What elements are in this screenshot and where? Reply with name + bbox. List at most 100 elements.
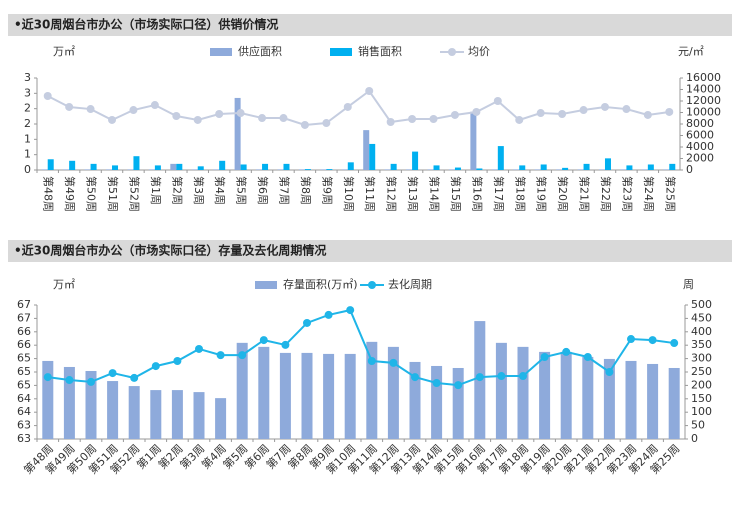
bar	[625, 360, 637, 439]
y2-tick-label: 400	[691, 325, 712, 338]
bar	[369, 143, 376, 170]
y-tick-label: 1	[24, 132, 31, 145]
y-axis-unit: 万㎡	[53, 278, 75, 291]
line-marker	[408, 114, 417, 123]
y-tick-label: 65	[17, 365, 31, 378]
x-tick-label: 第6周	[256, 176, 270, 205]
x-tick-label: 第21周	[578, 176, 592, 212]
legend-swatch	[330, 48, 352, 56]
legend-label: 去化周期	[388, 277, 432, 291]
y-tick-label: 66	[17, 338, 31, 351]
y-tick-label: 65	[17, 378, 31, 391]
line-marker	[346, 306, 355, 315]
bar	[476, 168, 483, 170]
bar	[262, 163, 269, 170]
line-marker	[129, 106, 138, 115]
line-marker	[87, 377, 95, 386]
bar	[626, 165, 633, 170]
line-marker	[497, 372, 506, 381]
line-marker	[648, 336, 657, 345]
bar	[519, 165, 526, 170]
line-marker	[450, 110, 459, 119]
line-marker	[324, 310, 333, 319]
y-tick-label: 67	[17, 298, 31, 311]
bar	[387, 346, 399, 439]
x-tick-label: 第5周	[235, 176, 249, 205]
bar	[598, 169, 605, 170]
line-marker	[365, 86, 374, 95]
line-marker	[130, 373, 139, 382]
bar	[390, 163, 397, 170]
bar	[412, 151, 419, 170]
bar	[236, 342, 248, 439]
line-marker	[389, 358, 398, 367]
bar	[452, 367, 464, 439]
y2-tick-label: 150	[691, 392, 712, 405]
line-marker	[300, 120, 309, 129]
line	[47, 308, 675, 387]
bar	[641, 169, 648, 170]
bar	[63, 169, 70, 170]
y-tick-label: 2	[24, 117, 31, 130]
line-marker	[429, 114, 438, 123]
legend-swatch	[255, 281, 277, 289]
line-marker	[279, 114, 288, 123]
bar	[341, 169, 348, 170]
line-marker	[579, 106, 588, 115]
y2-tick-label: 350	[691, 338, 712, 351]
y2-tick-label: 0	[691, 432, 698, 445]
line-marker	[493, 97, 502, 105]
bar	[431, 365, 443, 439]
line-marker	[454, 381, 463, 390]
line-marker	[238, 351, 247, 360]
bar	[539, 351, 551, 439]
bar	[603, 358, 615, 439]
bar	[197, 166, 204, 170]
y-tick-label: 3	[24, 71, 31, 84]
x-tick-label: 第14周	[428, 176, 442, 212]
y2-tick-label: 100	[691, 405, 712, 418]
line-marker	[665, 107, 674, 116]
line-marker	[475, 373, 484, 382]
bar	[90, 163, 97, 170]
y2-tick-label: 10000	[686, 106, 721, 119]
bar	[470, 111, 477, 170]
bar	[663, 169, 670, 170]
bar	[577, 169, 584, 170]
bar	[240, 164, 247, 170]
y2-tick-label: 2000	[686, 152, 714, 165]
y-tick-label: 65	[17, 352, 31, 365]
bar	[170, 163, 177, 170]
line-marker	[670, 339, 679, 348]
line-marker	[258, 114, 267, 123]
x-tick-label: 第51周	[106, 176, 120, 212]
y2-tick-label: 250	[691, 365, 712, 378]
x-tick-label: 第19周	[535, 176, 549, 212]
y2-tick-label: 50	[691, 419, 705, 432]
chart-title: •近30周烟台市办公（市场实际口径）供销价情况	[14, 17, 278, 32]
x-tick-label: 第13周	[406, 176, 420, 212]
legend-label: 均价	[468, 45, 490, 58]
bar	[279, 352, 291, 439]
bar	[534, 169, 541, 170]
line-marker	[281, 340, 290, 349]
x-tick-label: 第20周	[556, 176, 570, 212]
line-marker	[108, 369, 117, 378]
bar	[107, 381, 119, 439]
line-marker	[536, 109, 545, 118]
bar	[69, 160, 76, 170]
bar	[106, 169, 113, 170]
x-tick-label: 第12周	[385, 176, 399, 212]
y-tick-label: 63	[17, 419, 31, 432]
y-tick-label: 64	[17, 405, 31, 418]
bar	[668, 367, 680, 439]
bar	[562, 167, 569, 170]
legend-marker	[368, 281, 376, 289]
line-marker	[43, 373, 52, 382]
bar	[513, 169, 520, 170]
line-marker	[515, 115, 524, 124]
bar	[193, 392, 205, 439]
y2-tick-label: 6000	[686, 129, 714, 142]
legend-marker	[448, 48, 456, 56]
bar	[112, 165, 119, 170]
